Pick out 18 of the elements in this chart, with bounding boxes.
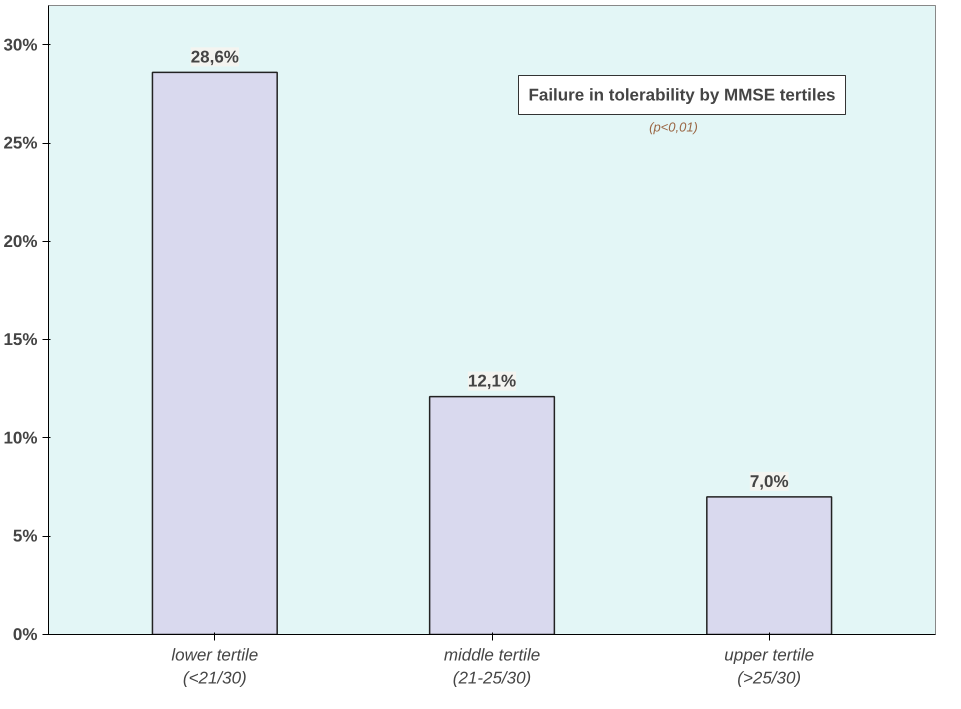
- y-tick-label: 0%: [12, 625, 38, 644]
- x-tick-label: lower tertile (<21/30): [171, 646, 258, 688]
- y-tick-label: 10%: [3, 428, 38, 448]
- y-tick-label: 25%: [3, 134, 38, 153]
- bar: [152, 72, 278, 634]
- y-tick-label: 30%: [3, 35, 38, 54]
- data-label: 7,0%: [750, 472, 789, 491]
- y-tick-label: 5%: [12, 526, 38, 546]
- y-tick-label: 20%: [3, 232, 38, 251]
- y-tick-label: 15%: [3, 330, 38, 350]
- bar: [428, 396, 556, 634]
- text: (p<0,01): [649, 120, 698, 134]
- data-label: 12,1%: [468, 372, 516, 391]
- x-tick-label: upper tertile (>25/30): [724, 646, 814, 688]
- data-label: 28,6%: [190, 47, 239, 66]
- text: Failure in tolerability by MMSE tertiles: [528, 86, 836, 104]
- x-tick-label: middle tertile (21-25/30): [444, 646, 540, 688]
- bar: [706, 496, 832, 634]
